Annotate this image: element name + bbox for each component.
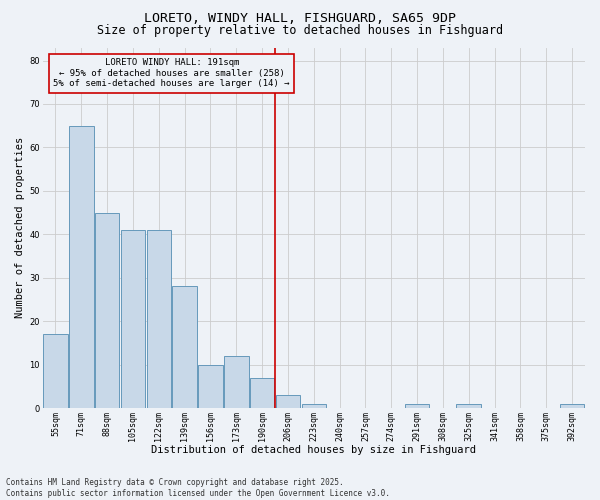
X-axis label: Distribution of detached houses by size in Fishguard: Distribution of detached houses by size … bbox=[151, 445, 476, 455]
Bar bbox=[146, 230, 171, 408]
Bar bbox=[95, 212, 119, 408]
Bar bbox=[302, 404, 326, 408]
Bar bbox=[250, 378, 274, 408]
Text: Contains HM Land Registry data © Crown copyright and database right 2025.
Contai: Contains HM Land Registry data © Crown c… bbox=[6, 478, 390, 498]
Bar bbox=[224, 356, 248, 408]
Y-axis label: Number of detached properties: Number of detached properties bbox=[15, 137, 25, 318]
Text: Size of property relative to detached houses in Fishguard: Size of property relative to detached ho… bbox=[97, 24, 503, 37]
Bar bbox=[121, 230, 145, 408]
Bar bbox=[172, 286, 197, 408]
Bar bbox=[275, 395, 300, 408]
Bar bbox=[457, 404, 481, 408]
Bar bbox=[198, 364, 223, 408]
Bar bbox=[405, 404, 430, 408]
Text: LORETO WINDY HALL: 191sqm
← 95% of detached houses are smaller (258)
5% of semi-: LORETO WINDY HALL: 191sqm ← 95% of detac… bbox=[53, 58, 290, 88]
Bar bbox=[43, 334, 68, 408]
Text: LORETO, WINDY HALL, FISHGUARD, SA65 9DP: LORETO, WINDY HALL, FISHGUARD, SA65 9DP bbox=[144, 12, 456, 26]
Bar bbox=[560, 404, 584, 408]
Bar bbox=[69, 126, 94, 408]
